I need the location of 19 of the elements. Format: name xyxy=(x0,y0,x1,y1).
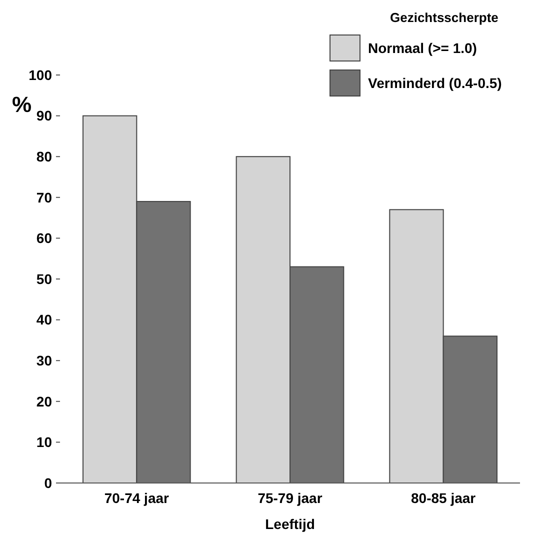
legend-label: Normaal (>= 1.0) xyxy=(368,40,477,56)
y-tick-label: 70 xyxy=(36,189,52,206)
y-tick-label: 50 xyxy=(36,270,52,287)
y-tick-label: 100 xyxy=(28,66,52,83)
y-tick-label: 60 xyxy=(36,230,52,246)
legend-label: Verminderd (0.4-0.5) xyxy=(368,75,502,91)
y-tick-label: 20 xyxy=(36,393,52,410)
x-tick-label: 75-79 jaar xyxy=(258,490,323,506)
y-axis-title: % xyxy=(12,92,32,117)
x-axis-title: Leeftijd xyxy=(265,516,315,532)
y-tick-label: 0 xyxy=(44,474,52,491)
y-tick-label: 90 xyxy=(36,108,52,124)
y-tick-label: 10 xyxy=(36,434,52,450)
y-tick-label: 40 xyxy=(36,312,52,328)
x-tick-label: 70-74 jaar xyxy=(104,490,170,506)
x-tick-label: 80-85 jaar xyxy=(411,490,476,506)
legend-title: Gezichtsscherpte xyxy=(390,10,498,25)
y-tick-label: 30 xyxy=(36,352,52,368)
y-tick-label: 80 xyxy=(36,148,52,164)
